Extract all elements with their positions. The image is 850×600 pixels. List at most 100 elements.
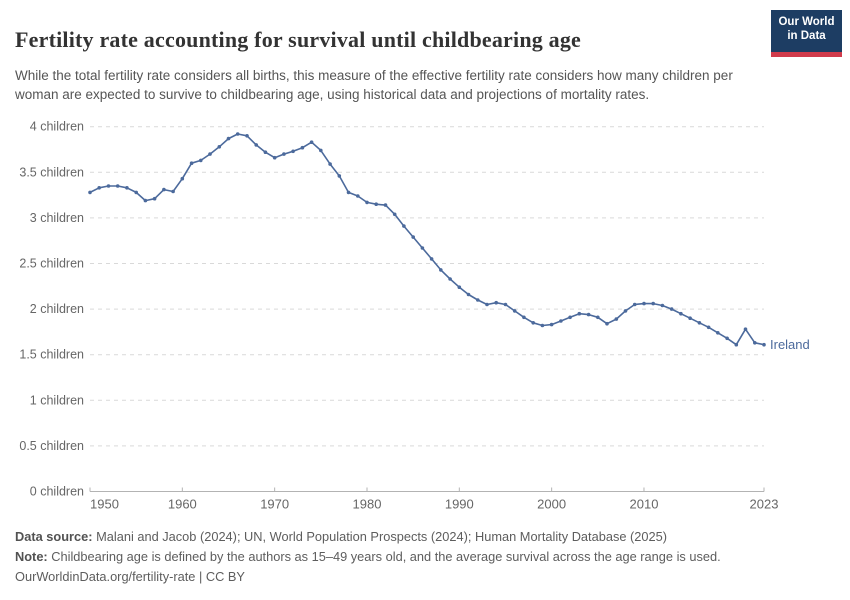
data-point-marker bbox=[457, 285, 462, 290]
data-point-marker bbox=[337, 174, 342, 178]
data-point-marker bbox=[743, 327, 748, 332]
data-point-marker bbox=[300, 145, 305, 150]
data-point-marker bbox=[577, 311, 582, 316]
data-point-marker bbox=[134, 190, 138, 195]
data-point-marker bbox=[605, 321, 609, 326]
data-point-marker bbox=[106, 184, 111, 188]
data-point-marker bbox=[614, 317, 619, 321]
y-axis-label: 0 children bbox=[30, 485, 84, 499]
x-axis-label: 1970 bbox=[260, 497, 289, 512]
x-axis-label: 1960 bbox=[168, 497, 197, 512]
x-axis-label: 1980 bbox=[353, 497, 382, 512]
data-source-label: Data source: bbox=[15, 529, 93, 544]
data-point-marker bbox=[531, 321, 535, 325]
data-point-marker bbox=[697, 321, 702, 325]
data-point-marker bbox=[725, 336, 729, 341]
y-axis-label: 4 children bbox=[30, 120, 84, 134]
data-point-marker bbox=[199, 158, 203, 163]
data-point-marker bbox=[392, 212, 397, 217]
data-point-marker bbox=[291, 149, 295, 154]
data-point-marker bbox=[476, 298, 480, 302]
y-axis-label: 0.5 children bbox=[19, 439, 84, 453]
y-axis-label: 1.5 children bbox=[19, 348, 84, 362]
data-point-marker bbox=[411, 235, 416, 239]
data-point-marker bbox=[540, 323, 545, 328]
note-line: Note: Childbearing age is defined by the… bbox=[15, 547, 835, 567]
data-point-marker bbox=[632, 302, 637, 307]
data-source-text: Malani and Jacob (2024); UN, World Popul… bbox=[92, 529, 668, 544]
chart-subtitle: While the total fertility rate considers… bbox=[15, 67, 733, 102]
data-point-marker bbox=[734, 342, 739, 347]
data-point-marker bbox=[346, 190, 351, 195]
data-point-marker bbox=[171, 189, 175, 194]
data-point-marker bbox=[97, 186, 101, 190]
y-axis-label: 3.5 children bbox=[19, 165, 84, 179]
data-point-marker bbox=[319, 148, 323, 153]
data-point-marker bbox=[254, 143, 258, 147]
data-point-marker bbox=[568, 315, 572, 320]
data-point-marker bbox=[586, 312, 591, 317]
x-axis-label: 2023 bbox=[750, 497, 779, 512]
data-point-marker bbox=[623, 309, 628, 313]
note-text: Childbearing age is defined by the autho… bbox=[47, 549, 721, 564]
data-source-line: Data source: Malani and Jacob (2024); UN… bbox=[15, 527, 835, 547]
data-point-marker bbox=[596, 315, 600, 320]
data-point-marker bbox=[448, 277, 452, 281]
data-point-marker bbox=[549, 322, 554, 327]
data-point-marker bbox=[688, 316, 692, 321]
data-point-marker bbox=[365, 200, 369, 205]
y-axis-label: 2.5 children bbox=[19, 257, 84, 271]
x-axis-label: 1950 bbox=[90, 497, 119, 512]
data-point-marker bbox=[152, 196, 157, 201]
owid-logo-line2: in Data bbox=[787, 30, 826, 42]
data-point-marker bbox=[263, 150, 268, 154]
data-point-marker bbox=[143, 198, 148, 203]
x-axis-label: 2010 bbox=[630, 497, 659, 512]
data-point-marker bbox=[189, 161, 194, 165]
data-point-marker bbox=[716, 331, 720, 335]
data-point-marker bbox=[439, 268, 443, 272]
data-point-marker bbox=[642, 301, 646, 306]
data-point-marker bbox=[180, 176, 185, 181]
ireland-series-line bbox=[89, 133, 765, 346]
data-point-marker bbox=[420, 246, 425, 250]
y-axis-label: 2 children bbox=[30, 302, 84, 316]
chart-title: Fertility rate accounting for survival u… bbox=[15, 26, 582, 52]
data-point-marker bbox=[328, 162, 332, 166]
data-point-marker bbox=[374, 202, 379, 206]
data-point-marker bbox=[383, 203, 388, 207]
data-point-marker bbox=[512, 309, 517, 313]
data-point-marker bbox=[429, 257, 434, 261]
data-point-marker bbox=[125, 186, 129, 190]
data-point-marker bbox=[309, 140, 314, 144]
data-point-marker bbox=[660, 303, 665, 308]
data-point-marker bbox=[272, 155, 277, 160]
owid-logo: Our World in Data bbox=[771, 10, 842, 57]
data-point-marker bbox=[226, 136, 231, 141]
y-axis-label: 3 children bbox=[30, 211, 84, 225]
data-point-marker bbox=[485, 302, 489, 307]
x-axis-label: 2000 bbox=[537, 497, 566, 512]
owid-logo-line1: Our World bbox=[778, 16, 835, 28]
data-point-marker bbox=[706, 325, 711, 330]
data-point-marker bbox=[162, 187, 166, 192]
data-point-marker bbox=[235, 132, 240, 136]
y-axis-label: 1 children bbox=[30, 393, 84, 407]
data-point-marker bbox=[245, 134, 249, 138]
data-point-marker bbox=[402, 224, 406, 228]
data-point-marker bbox=[762, 342, 766, 347]
x-axis-label: 1990 bbox=[445, 497, 474, 512]
data-point-marker bbox=[88, 190, 92, 195]
license-line: OurWorldinData.org/fertility-rate | CC B… bbox=[15, 567, 835, 587]
data-point-marker bbox=[669, 307, 674, 311]
data-point-marker bbox=[208, 152, 212, 156]
data-point-marker bbox=[466, 292, 471, 297]
data-point-marker bbox=[679, 311, 683, 316]
data-point-marker bbox=[217, 145, 222, 149]
data-point-marker bbox=[522, 315, 526, 320]
data-point-marker bbox=[753, 341, 757, 345]
license-text: OurWorldinData.org/fertility-rate | CC B… bbox=[15, 569, 245, 584]
series-label-ireland: Ireland bbox=[770, 337, 810, 352]
data-point-marker bbox=[115, 184, 120, 188]
